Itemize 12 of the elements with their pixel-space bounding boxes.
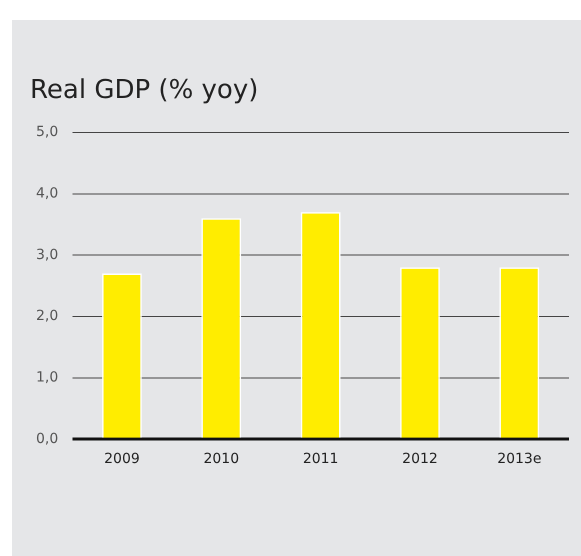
- y-tick-label: 3,0: [36, 246, 58, 263]
- x-tick-label: 2009: [104, 451, 140, 468]
- chart-title: Real GDP (% yoy): [30, 75, 258, 105]
- y-tick-label: 4,0: [36, 185, 58, 202]
- y-tick-label: 0,0: [36, 430, 58, 447]
- x-tick-label: 2013e: [497, 451, 542, 468]
- y-tick-label: 1,0: [36, 369, 58, 386]
- x-tick-label: 2011: [302, 451, 338, 468]
- y-tick-label: 2,0: [36, 308, 58, 324]
- x-tick-label: 2010: [203, 451, 240, 468]
- x-tick-label: 2012: [402, 451, 438, 468]
- y-tick-label: 5,0: [36, 124, 58, 140]
